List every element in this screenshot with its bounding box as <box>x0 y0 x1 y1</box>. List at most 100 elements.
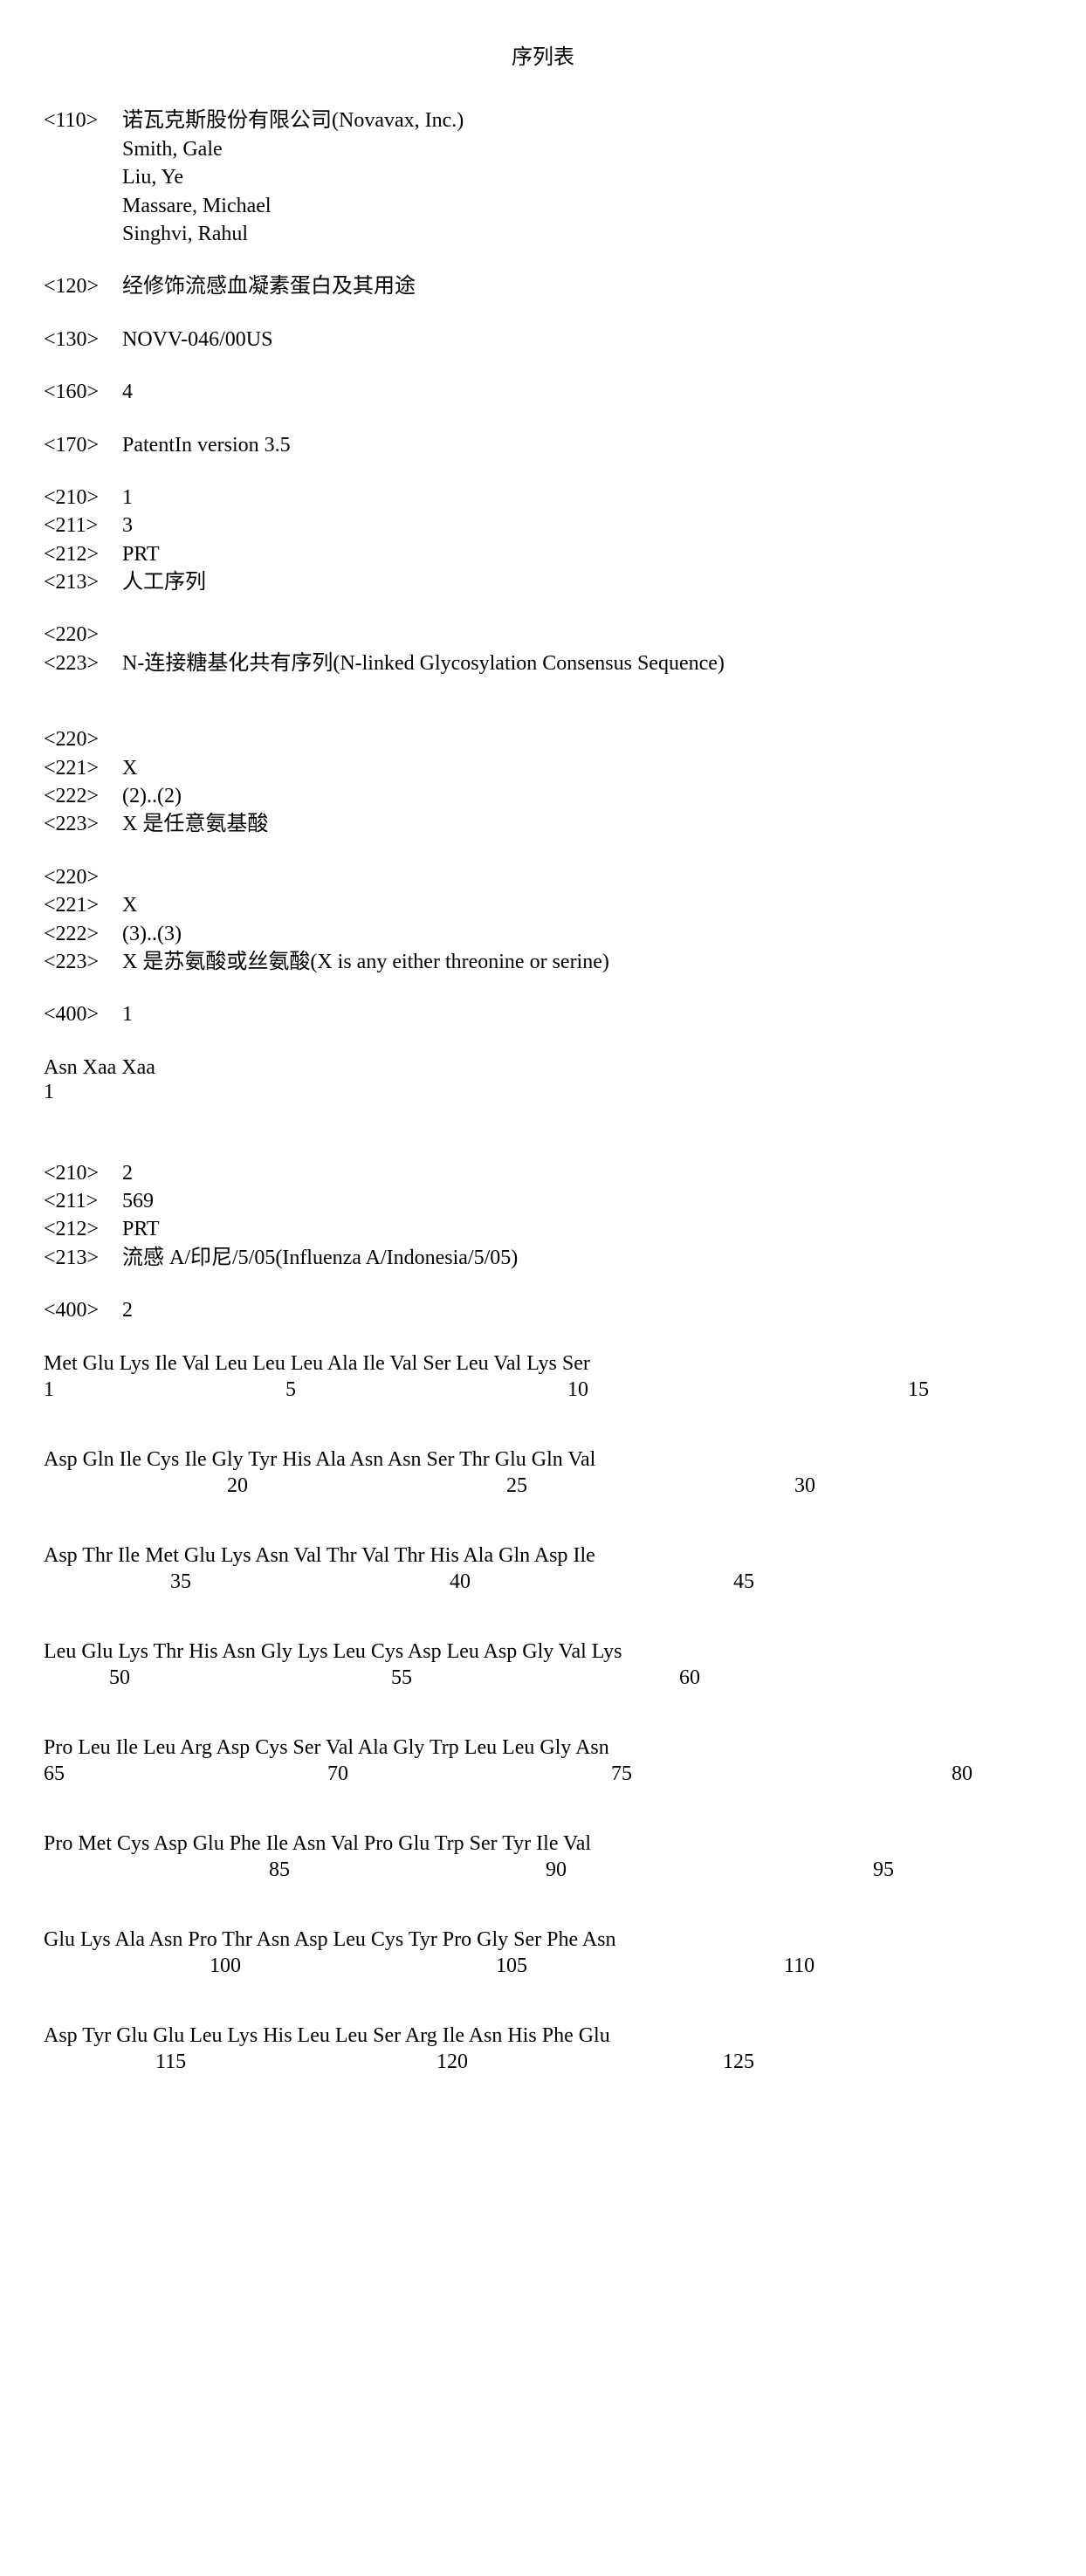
sequence-entry: <221>X <box>44 754 1042 782</box>
sequence-entry: <212>PRT <box>44 1215 1042 1243</box>
entry-value: 2 <box>122 1159 1042 1187</box>
amino-acid-line: Asp Gln Ile Cys Ile Gly Tyr His Ala Asn … <box>44 1446 595 1473</box>
sequence-position-number: 95 <box>873 1856 894 1884</box>
entry-tag: <400> <box>44 1296 122 1324</box>
sequence-row: Glu Lys Ala Asn Pro Thr Asn Asp Leu Cys … <box>44 1926 1042 2004</box>
sequence-entry: <400>1 <box>44 1000 1042 1028</box>
sequence-position: 1 <box>44 1078 1042 1106</box>
sequence-row: Met Glu Lys Ile Val Leu Leu Leu Ala Ile … <box>44 1350 1042 1428</box>
entry-value: X <box>122 754 1042 782</box>
entry-value: 人工序列 <box>122 568 1042 596</box>
amino-acid-line: Asp Thr Ile Met Glu Lys Asn Val Thr Val … <box>44 1542 595 1570</box>
amino-acid-line: Asp Tyr Glu Glu Leu Lys His Leu Leu Ser … <box>44 2022 610 2050</box>
sequence-entry: <170>PatentIn version 3.5 <box>44 431 1042 459</box>
sequence-row: Asp Gln Ile Cys Ile Gly Tyr His Ala Asn … <box>44 1446 1042 1524</box>
sequence-position-number: 125 <box>723 2048 754 2076</box>
entry-value: 1 <box>122 484 1042 512</box>
sequence-entry: <212>PRT <box>44 540 1042 568</box>
sequence-position-number: 35 <box>170 1568 191 1596</box>
sequence-position-number: 70 <box>327 1760 348 1788</box>
entry-tag <box>44 135 122 163</box>
amino-acid-line: Met Glu Lys Ile Val Leu Leu Leu Ala Ile … <box>44 1350 590 1377</box>
sequence-entry: <210>1 <box>44 484 1042 512</box>
sequence-entry: <110>诺瓦克斯股份有限公司(Novavax, Inc.) <box>44 106 1042 134</box>
sequence-position-number: 115 <box>155 2048 186 2076</box>
entry-tag: <220> <box>44 725 122 753</box>
entry-value: 569 <box>122 1187 1042 1215</box>
entry-value: PRT <box>122 1215 1042 1243</box>
entry-value: NOVV-046/00US <box>122 326 1042 354</box>
entry-value: Liu, Ye <box>122 163 1042 191</box>
sequence-position-number: 75 <box>611 1760 632 1788</box>
entry-value: X 是苏氨酸或丝氨酸(X is any either threonine or … <box>122 948 1042 976</box>
entry-tag: <223> <box>44 649 122 677</box>
sequence-position-number: 25 <box>506 1472 527 1500</box>
sequence-position-number: 20 <box>227 1472 248 1500</box>
entry-tag: <213> <box>44 568 122 596</box>
entry-tag: <212> <box>44 540 122 568</box>
entry-tag: <211> <box>44 1187 122 1215</box>
entry-tag: <222> <box>44 920 122 948</box>
entry-tag <box>44 192 122 220</box>
amino-acid-line: Pro Leu Ile Leu Arg Asp Cys Ser Val Ala … <box>44 1734 609 1762</box>
entry-value: Massare, Michael <box>122 192 1042 220</box>
entry-tag: <221> <box>44 891 122 919</box>
entry-tag: <221> <box>44 754 122 782</box>
sequence-position-number: 10 <box>567 1376 588 1404</box>
sequence-entry: <222>(2)..(2) <box>44 782 1042 810</box>
entry-value <box>122 725 1042 753</box>
sequence-entry: <160>4 <box>44 378 1042 406</box>
entry-tag: <210> <box>44 1159 122 1187</box>
sequence-entry: <213>流感 A/印尼/5/05(Influenza A/Indonesia/… <box>44 1244 1042 1272</box>
sequence-position-number: 100 <box>210 1952 241 1980</box>
entry-value <box>122 621 1042 649</box>
sequence-row: Pro Met Cys Asp Glu Phe Ile Asn Val Pro … <box>44 1830 1042 1908</box>
sequence-entry: <220> <box>44 863 1042 891</box>
entry-tag: <210> <box>44 484 122 512</box>
entry-value: (3)..(3) <box>122 920 1042 948</box>
sequence-position-number: 65 <box>44 1760 65 1788</box>
sequence-position-number: 50 <box>109 1664 130 1692</box>
sequence-entry: Smith, Gale <box>44 135 1042 163</box>
sequence-entry: <211>3 <box>44 512 1042 539</box>
sequence-entry: <213>人工序列 <box>44 568 1042 596</box>
sequence-position-number: 45 <box>733 1568 754 1596</box>
sequence-entry: <222>(3)..(3) <box>44 920 1042 948</box>
entry-value: N-连接糖基化共有序列(N-linked Glycosylation Conse… <box>122 649 1042 677</box>
entry-tag: <400> <box>44 1000 122 1028</box>
entry-value: 诺瓦克斯股份有限公司(Novavax, Inc.) <box>122 106 1042 134</box>
entry-tag: <212> <box>44 1215 122 1243</box>
sequence-entry: <220> <box>44 725 1042 753</box>
sequence-row: Pro Leu Ile Leu Arg Asp Cys Ser Val Ala … <box>44 1734 1042 1812</box>
amino-acid-line: Leu Glu Lys Thr His Asn Gly Lys Leu Cys … <box>44 1638 622 1666</box>
sequence-entry: Liu, Ye <box>44 163 1042 191</box>
sequence-position-number: 15 <box>908 1376 929 1404</box>
entry-tag: <120> <box>44 272 122 300</box>
sequence-position-number: 80 <box>952 1760 973 1788</box>
entry-tag <box>44 220 122 248</box>
entry-tag <box>44 163 122 191</box>
entry-value <box>122 863 1042 891</box>
sequence-position-number: 110 <box>784 1952 814 1980</box>
entry-tag: <211> <box>44 512 122 539</box>
sequence-row: Leu Glu Lys Thr His Asn Gly Lys Leu Cys … <box>44 1638 1042 1716</box>
entry-tag: <223> <box>44 810 122 838</box>
sequence-entry: <223>X 是苏氨酸或丝氨酸(X is any either threonin… <box>44 948 1042 976</box>
entry-value: PatentIn version 3.5 <box>122 431 1042 459</box>
entry-tag: <223> <box>44 948 122 976</box>
sequence-position-number: 90 <box>546 1856 567 1884</box>
entry-value: Singhvi, Rahul <box>122 220 1042 248</box>
sequence-position-number: 60 <box>679 1664 700 1692</box>
entry-value: X 是任意氨基酸 <box>122 810 1042 838</box>
amino-acid-line: Glu Lys Ala Asn Pro Thr Asn Asp Leu Cys … <box>44 1926 616 1954</box>
sequence-position-number: 30 <box>794 1472 815 1500</box>
entry-tag: <170> <box>44 431 122 459</box>
sequence-position-number: 85 <box>269 1856 290 1884</box>
page-title: 序列表 <box>44 44 1042 72</box>
sequence-entry: <130>NOVV-046/00US <box>44 326 1042 354</box>
sequence-position-number: 105 <box>496 1952 527 1980</box>
sequence-entry: <221>X <box>44 891 1042 919</box>
entry-value: 2 <box>122 1296 1042 1324</box>
sequence-position-number: 120 <box>436 2048 468 2076</box>
entry-tag: <220> <box>44 621 122 649</box>
